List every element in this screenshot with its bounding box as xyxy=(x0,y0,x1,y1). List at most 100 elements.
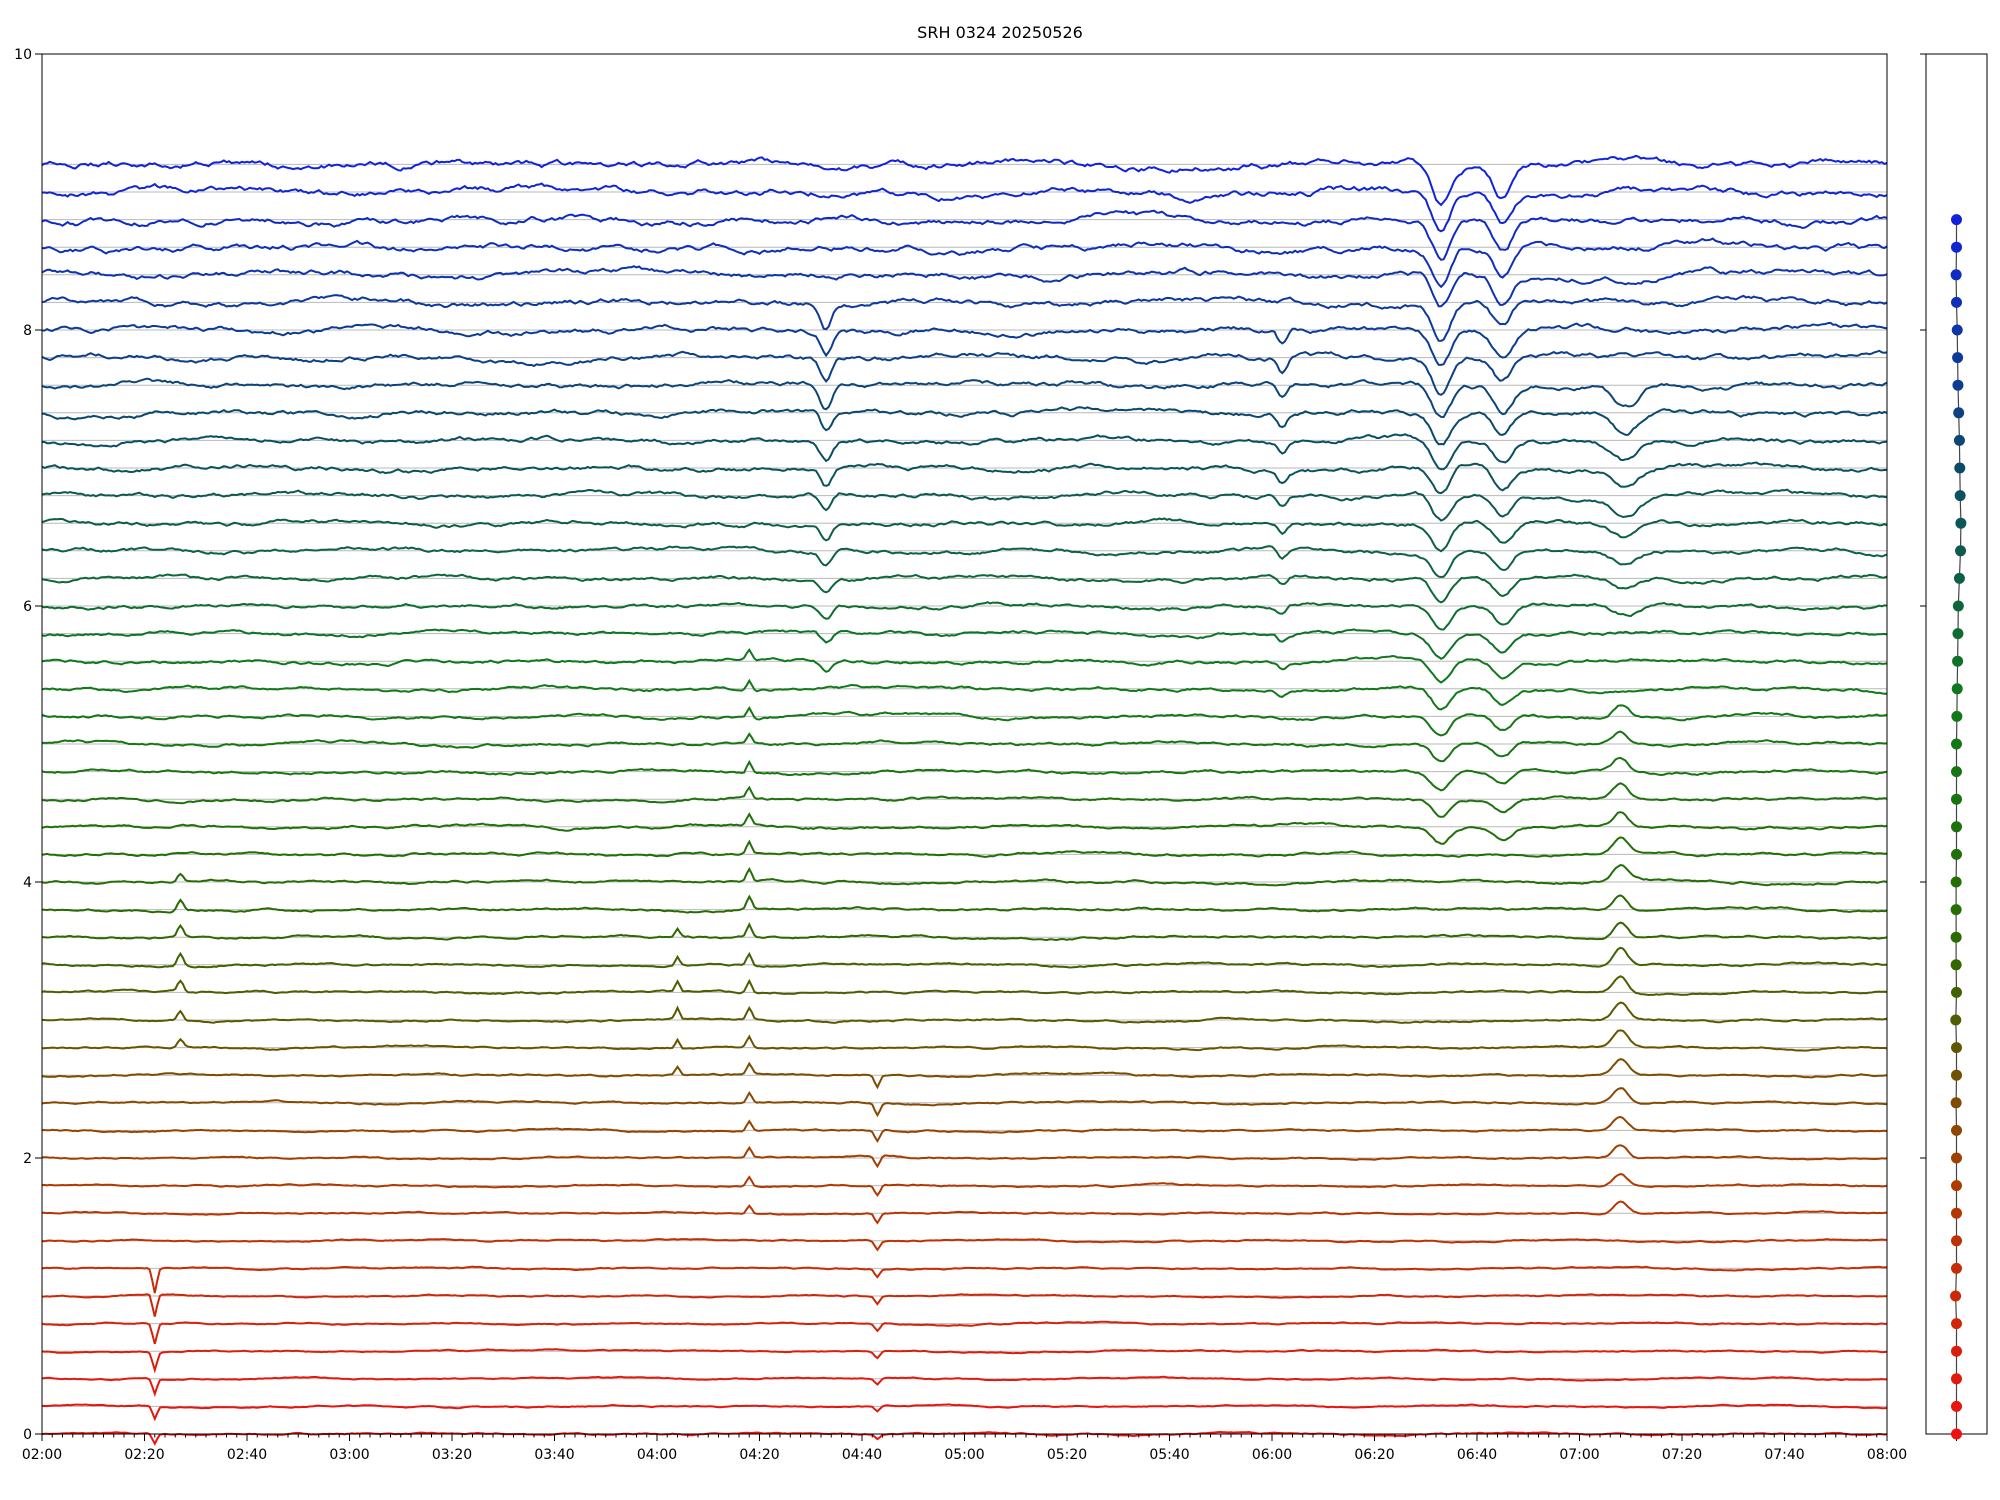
side-panel-point xyxy=(1952,379,1964,391)
side-panel-point xyxy=(1951,1180,1962,1192)
trace-series-group xyxy=(41,154,1888,1446)
side-panel-point xyxy=(1952,628,1964,640)
side-panel-point xyxy=(1951,710,1963,722)
side-panel-point xyxy=(1951,1345,1962,1357)
x-tick-label: 03:40 xyxy=(534,1447,574,1463)
trace-series-33 xyxy=(41,517,1888,553)
side-panel-point xyxy=(1952,600,1964,612)
trace-series-28 xyxy=(41,647,1888,684)
side-panel-point xyxy=(1954,462,1966,474)
side-panel-point xyxy=(1952,352,1964,364)
trace-series-30 xyxy=(41,601,1888,631)
side-panel-point xyxy=(1955,545,1967,557)
side-panel-point xyxy=(1950,1290,1962,1302)
side-panel-point xyxy=(1951,1373,1962,1385)
trace-series-25 xyxy=(42,730,1888,763)
y-tick-label: 2 xyxy=(23,1151,32,1167)
side-panel-point xyxy=(1950,1097,1962,1109)
side-panel-point xyxy=(1951,1152,1962,1164)
side-panel-point xyxy=(1954,490,1966,502)
trace-series-12 xyxy=(41,1087,1888,1118)
trace-series-17 xyxy=(41,946,1888,969)
x-tick-label: 04:20 xyxy=(739,1447,779,1463)
x-tick-label: 05:40 xyxy=(1149,1447,1189,1463)
trace-series-36 xyxy=(42,433,1888,471)
trace-series-8 xyxy=(41,1200,1888,1225)
trace-series-41 xyxy=(41,294,1888,342)
trace-series-13 xyxy=(41,1058,1888,1090)
x-tick-label: 02:40 xyxy=(227,1447,267,1463)
trace-series-2 xyxy=(41,1375,1888,1398)
side-panel-point xyxy=(1951,986,1962,998)
side-panel-point xyxy=(1951,1400,1962,1412)
trace-series-24 xyxy=(41,756,1888,792)
x-tick-label: 03:00 xyxy=(329,1447,369,1463)
side-panel-point xyxy=(1951,738,1962,750)
y-axis: 0 2 4 6 8 10 xyxy=(14,47,42,1443)
y-tick-label: 10 xyxy=(14,47,32,63)
side-panel-point xyxy=(1951,1069,1962,1081)
chart-title: SRH 0324 20250526 xyxy=(917,23,1083,42)
trace-series-46 xyxy=(41,154,1888,207)
y-tick-label: 8 xyxy=(23,323,32,339)
side-panel-point xyxy=(1950,269,1962,281)
trace-series-9 xyxy=(41,1173,1888,1198)
side-panel-point xyxy=(1951,793,1962,805)
trace-series-5 xyxy=(41,1293,1887,1317)
x-tick-label: 07:40 xyxy=(1764,1447,1804,1463)
trace-series-32 xyxy=(41,545,1888,579)
y-tick-label: 6 xyxy=(23,599,32,615)
x-tick-label: 04:40 xyxy=(842,1447,882,1463)
side-panel-point xyxy=(1951,241,1962,253)
x-tick-label: 06:40 xyxy=(1457,1447,1497,1463)
trace-series-40 xyxy=(41,321,1888,366)
side-panel-point xyxy=(1950,904,1962,916)
side-panel-point xyxy=(1951,683,1963,695)
side-panel-point xyxy=(1950,1014,1962,1026)
trace-series-11 xyxy=(41,1115,1888,1144)
side-panel-point xyxy=(1953,572,1965,584)
trace-series-34 xyxy=(41,488,1888,522)
trace-series-43 xyxy=(42,237,1888,289)
trace-series-4 xyxy=(41,1320,1887,1345)
trace-series-14 xyxy=(41,1029,1888,1052)
trace-series-21 xyxy=(41,836,1888,858)
side-panel-point xyxy=(1951,1207,1962,1219)
x-tick-label: 05:20 xyxy=(1047,1447,1087,1463)
side-panel-point xyxy=(1951,1042,1962,1054)
x-tick-label: 07:20 xyxy=(1662,1447,1702,1463)
side-panel-point xyxy=(1955,517,1967,529)
trace-series-27 xyxy=(41,678,1888,711)
side-panel-point xyxy=(1951,766,1962,778)
side-panel-point xyxy=(1951,296,1962,308)
side-panel-point xyxy=(1953,407,1965,419)
x-tick-label: 02:20 xyxy=(124,1447,164,1463)
x-tick-label: 05:00 xyxy=(944,1447,984,1463)
side-panel-point xyxy=(1953,434,1965,446)
x-tick-label: 08:00 xyxy=(1867,1447,1907,1463)
trace-series-31 xyxy=(41,573,1888,604)
side-panel-point xyxy=(1951,1318,1962,1330)
x-tick-label: 02:00 xyxy=(22,1447,62,1463)
side-panel-point xyxy=(1951,1262,1962,1274)
x-tick-label: 06:00 xyxy=(1252,1447,1292,1463)
trace-series-23 xyxy=(41,782,1888,818)
trace-series-26 xyxy=(41,704,1888,737)
side-panel-point xyxy=(1951,1124,1962,1136)
x-axis: 02:00 02:20 02:40 03:00 03:20 03:40 04:00 04:20… xyxy=(22,1434,1907,1463)
x-tick-label: 04:00 xyxy=(637,1447,677,1463)
x-tick-label: 06:20 xyxy=(1354,1447,1394,1463)
trace-series-6 xyxy=(41,1265,1888,1294)
trace-series-39 xyxy=(41,349,1888,396)
trace-series-1 xyxy=(41,1403,1888,1422)
trace-series-16 xyxy=(41,975,1888,997)
side-panel-point xyxy=(1951,1428,1962,1440)
side-panel-point xyxy=(1950,876,1962,888)
trace-series-18 xyxy=(41,921,1888,942)
trace-series-37 xyxy=(41,406,1888,446)
trace-series-10 xyxy=(41,1144,1888,1169)
trace-series-42 xyxy=(41,265,1888,308)
x-tick-label: 07:00 xyxy=(1559,1447,1599,1463)
